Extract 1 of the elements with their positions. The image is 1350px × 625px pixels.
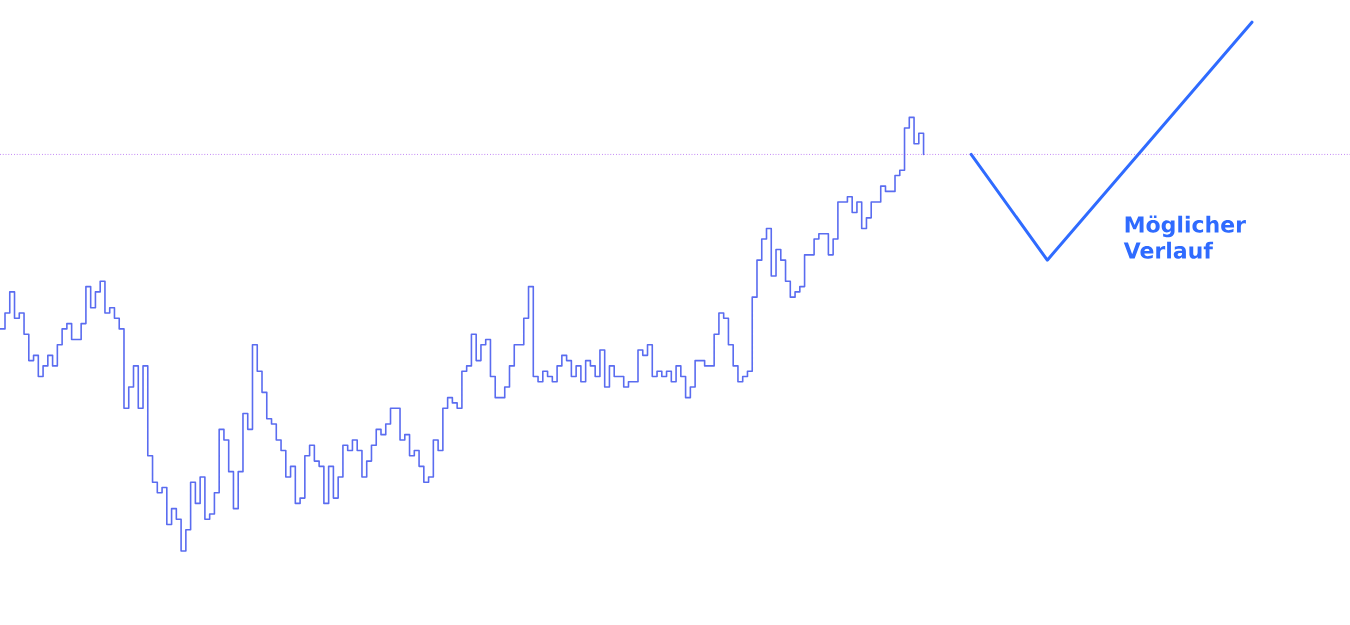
annotation: Möglicher Verlauf bbox=[1123, 215, 1246, 259]
